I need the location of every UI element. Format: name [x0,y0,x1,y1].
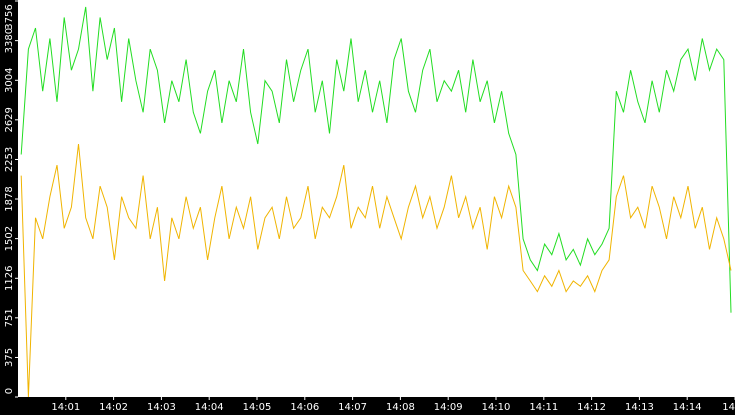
y-tick-label: 1126 [4,266,15,291]
x-tick-label: 14:02 [99,402,128,413]
series-line [20,143,732,398]
x-tick-label: 14:04 [195,402,224,413]
x-tick-label: 14:08 [386,402,415,413]
x-tick-label: 14:13 [625,402,654,413]
y-tick-label: 751 [4,308,15,327]
y-tick-label: 0 [4,388,15,394]
x-tick-label: 14:05 [243,402,272,413]
x-tick-label: 14:14 [673,402,702,413]
series-line [20,6,732,313]
y-tick-label: 3004 [4,68,15,93]
x-tick-label: 14:07 [338,402,367,413]
x-tick-label: 14:11 [529,402,558,413]
y-tick-label: 3380 [4,28,15,53]
y-tick-label: 2253 [4,147,15,172]
x-tick-label: 14:09 [434,402,463,413]
y-tick-label: 3756 [4,4,15,29]
x-tick-label: 14:12 [577,402,606,413]
y-tick-label: 1502 [4,226,15,251]
y-tick-label: 2629 [4,107,15,132]
x-tick-label: 14:03 [147,402,176,413]
plot-area [18,0,735,397]
x-tick-label: 14:06 [290,402,319,413]
y-tick-label: 1878 [4,186,15,211]
x-tick-label: 14:01 [51,402,80,413]
x-tick-label: 14:10 [482,402,511,413]
y-tick-label: 375 [4,348,15,367]
x-tick-label: 14 [722,402,735,413]
